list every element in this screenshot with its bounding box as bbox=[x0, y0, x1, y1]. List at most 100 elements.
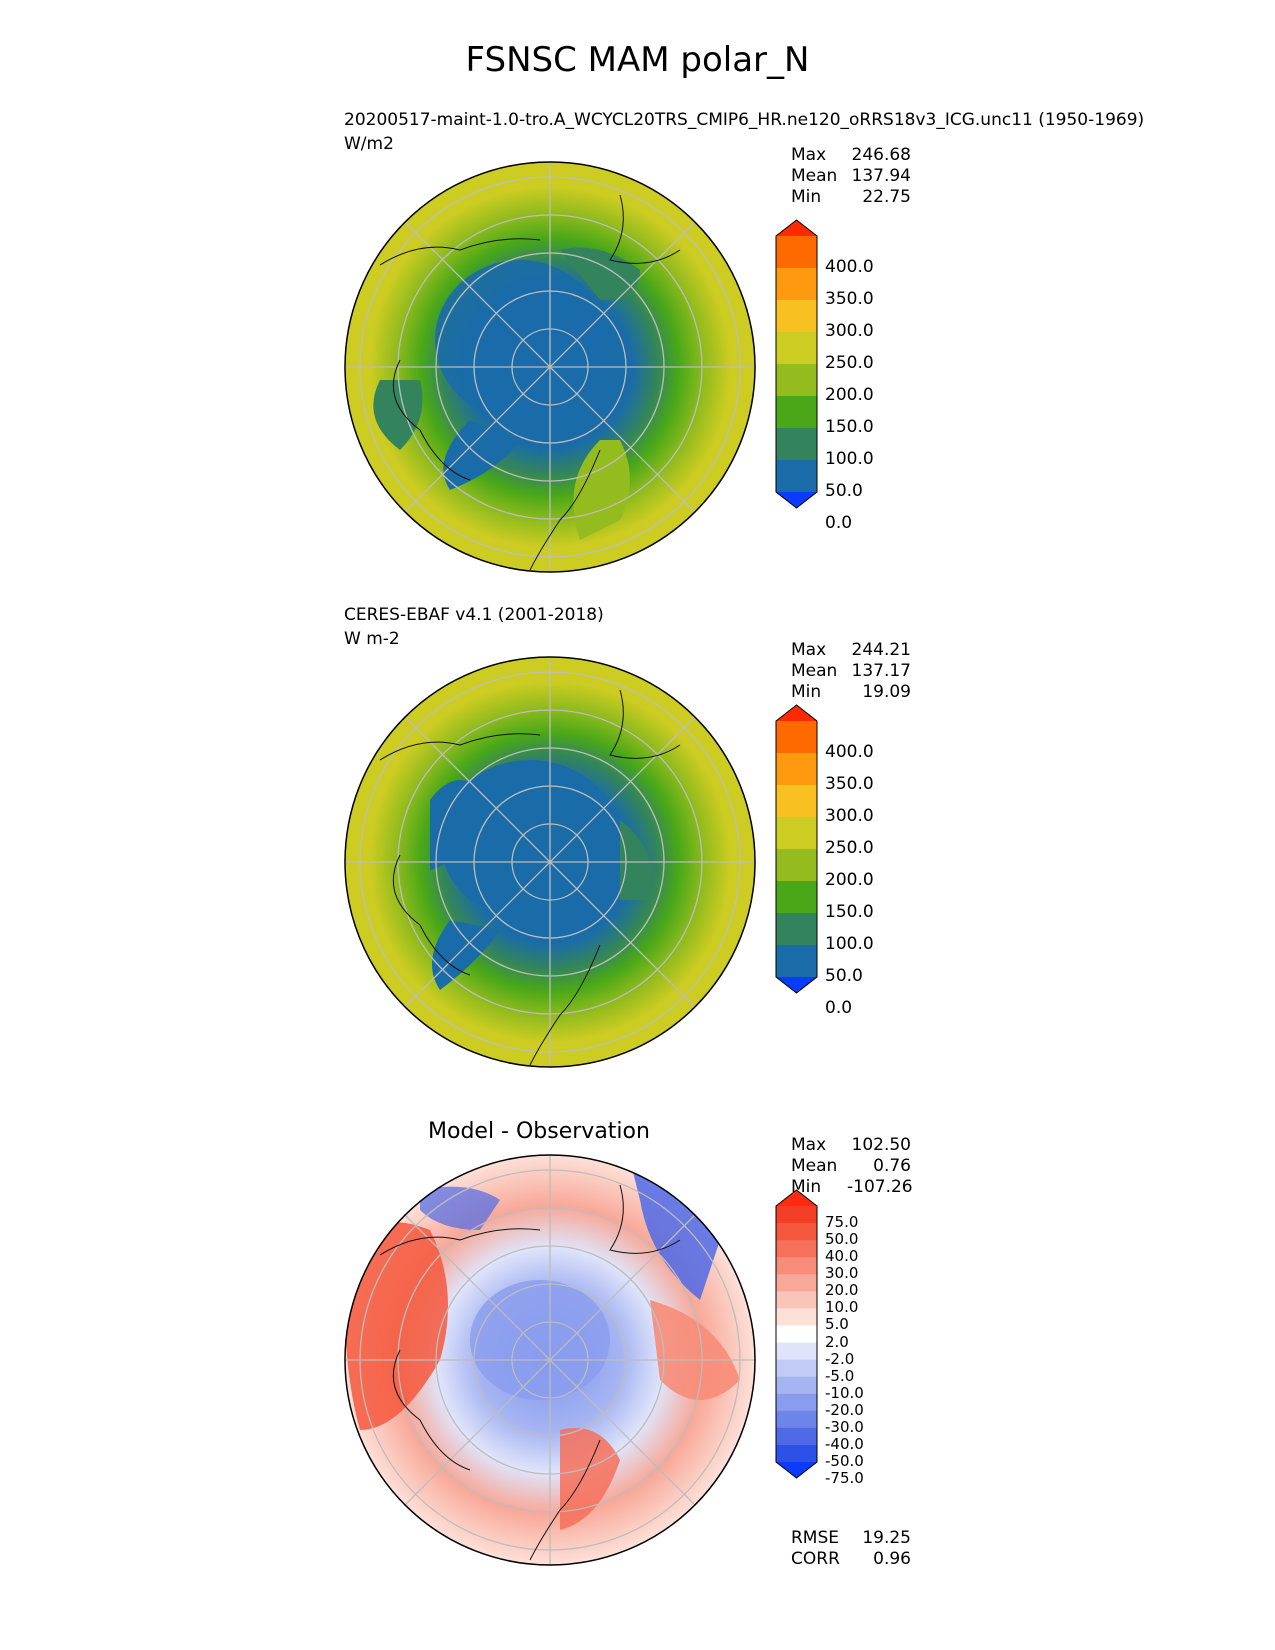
colorbar-tick-label: 400.0 bbox=[825, 742, 874, 762]
colorbar-tick-label: -5.0 bbox=[825, 1366, 855, 1385]
stat-value: 137.17 bbox=[851, 661, 911, 681]
stat-value: 244.21 bbox=[851, 640, 911, 660]
map-border bbox=[344, 1154, 756, 1566]
panel2-title: CERES-EBAF v4.1 (2001-2018) bbox=[344, 605, 604, 625]
stat-label: Max bbox=[791, 1135, 827, 1155]
colorbar-tick-label: 250.0 bbox=[825, 353, 874, 373]
colorbar-tick-label: 75.0 bbox=[825, 1213, 859, 1232]
colorbar-tick-label: 250.0 bbox=[825, 838, 874, 858]
stat-value: 137.94 bbox=[851, 166, 911, 186]
colorbar-outline bbox=[775, 704, 818, 994]
colorbar-segment bbox=[776, 1223, 817, 1241]
colorbar-segment bbox=[776, 1325, 817, 1344]
metric-label: RMSE bbox=[791, 1528, 840, 1548]
graticule bbox=[345, 1155, 755, 1565]
stat-label: Max bbox=[791, 640, 827, 660]
colorbar-segment bbox=[776, 945, 817, 978]
map-border bbox=[344, 161, 756, 573]
metric-value: 19.25 bbox=[862, 1528, 911, 1548]
colorbar-extend-min bbox=[776, 492, 817, 508]
colorbar-segment bbox=[776, 332, 817, 365]
colorbar-segment bbox=[776, 1376, 817, 1395]
colorbar-tick-label: 50.0 bbox=[825, 481, 863, 501]
colorbar-tick-label: 5.0 bbox=[825, 1315, 849, 1334]
colorbar-segment bbox=[776, 1274, 817, 1292]
colorbar-tick-label: 150.0 bbox=[825, 417, 874, 437]
colorbar-tick-label: -50.0 bbox=[825, 1452, 864, 1470]
colorbar-segment bbox=[776, 1410, 817, 1429]
colorbar-segment bbox=[776, 817, 817, 850]
colorbar-tick-label: 0.0 bbox=[825, 513, 853, 533]
colorbar-tick-label: 10.0 bbox=[825, 1298, 859, 1317]
figure-title: FSNSC MAM polar_N bbox=[465, 40, 810, 80]
coastline bbox=[379, 1184, 681, 1561]
colorbar-outline bbox=[775, 1189, 818, 1479]
colorbar-extend-max bbox=[776, 220, 817, 236]
panel2-units: W m-2 bbox=[344, 629, 400, 649]
colorbar-extend-max bbox=[776, 705, 817, 721]
colorbar-tick-label: 350.0 bbox=[825, 774, 874, 794]
coastline bbox=[379, 689, 681, 1066]
stat-value: 0.76 bbox=[873, 1156, 911, 1176]
metric-label: CORR bbox=[791, 1549, 840, 1569]
stat-value: -107.26 bbox=[847, 1177, 913, 1197]
colorbar-segment bbox=[776, 396, 817, 429]
metric-value: 0.96 bbox=[873, 1549, 911, 1569]
graticule bbox=[345, 162, 755, 572]
graticule bbox=[345, 657, 755, 1067]
colorbar-segment bbox=[776, 300, 817, 333]
colorbar-segment bbox=[776, 1342, 817, 1361]
stat-value: 102.50 bbox=[851, 1135, 911, 1155]
colorbar-segment bbox=[776, 849, 817, 882]
colorbar-tick-label: 400.0 bbox=[825, 257, 874, 277]
colorbar-tick-label: 300.0 bbox=[825, 321, 874, 341]
colorbar-segment bbox=[776, 1291, 817, 1309]
map-features bbox=[430, 760, 652, 990]
colorbar-extend-min bbox=[776, 977, 817, 993]
colorbar-tick-label: 350.0 bbox=[825, 289, 874, 309]
colorbar-tick-label: -2.0 bbox=[825, 1349, 855, 1368]
stat-label: Min bbox=[791, 187, 822, 207]
colorbar-segment bbox=[776, 721, 817, 754]
colorbar-tick-label: 300.0 bbox=[825, 806, 874, 826]
stat-value: 22.75 bbox=[862, 187, 911, 207]
colorbar-tick-label: 200.0 bbox=[825, 870, 874, 890]
colorbar-segment bbox=[776, 1206, 817, 1224]
colorbar-segment bbox=[776, 364, 817, 397]
colorbar-tick-label: -10.0 bbox=[825, 1383, 864, 1402]
colorbar-segment bbox=[776, 913, 817, 946]
colorbar-tick-label: 0.0 bbox=[825, 998, 853, 1018]
colorbar-panel3 bbox=[775, 1189, 818, 1479]
colorbar-segment bbox=[776, 785, 817, 818]
colorbar-extend-max bbox=[776, 1190, 817, 1206]
colorbar-tick-label: 2.0 bbox=[825, 1332, 849, 1351]
colorbar-tick-label: -20.0 bbox=[825, 1400, 864, 1419]
panel2-stats: Max 244.21 Mean 137.17 Min 19.09 bbox=[791, 640, 911, 703]
stat-label: Max bbox=[791, 145, 827, 165]
colorbar-tick-label: 20.0 bbox=[825, 1281, 859, 1300]
stat-value: 19.09 bbox=[862, 682, 911, 702]
stat-label: Mean bbox=[791, 1156, 838, 1176]
panel3-stats: Max 102.50 Mean 0.76 Min -107.26 bbox=[791, 1135, 913, 1198]
colorbar-tick-label: 50.0 bbox=[825, 966, 863, 986]
colorbar-tick-label: 50.0 bbox=[825, 1230, 859, 1249]
stat-value: 246.68 bbox=[851, 145, 911, 165]
map-panel3 bbox=[344, 1154, 756, 1566]
colorbar-segment bbox=[776, 1444, 817, 1463]
colorbar-tick-label: 100.0 bbox=[825, 934, 874, 954]
stat-label: Mean bbox=[791, 166, 838, 186]
map-features bbox=[345, 1160, 740, 1530]
colorbar-tick-label: -40.0 bbox=[825, 1434, 864, 1453]
colorbar-panel2 bbox=[775, 704, 818, 994]
colorbar-segment bbox=[776, 1240, 817, 1258]
panel3-metrics: RMSE 19.25 CORR 0.96 bbox=[791, 1528, 911, 1570]
stat-label: Mean bbox=[791, 661, 838, 681]
panel3-title: Model - Observation bbox=[428, 1119, 650, 1144]
coastline bbox=[379, 194, 681, 571]
panel1-title: 20200517-maint-1.0-tro.A_WCYCL20TRS_CMIP… bbox=[344, 110, 1145, 130]
colorbar-segment bbox=[776, 881, 817, 914]
colorbar-segment bbox=[776, 268, 817, 301]
colorbar-segment bbox=[776, 1308, 817, 1326]
map-panel1 bbox=[344, 161, 756, 573]
colorbar-tick-label: -75.0 bbox=[825, 1469, 864, 1488]
